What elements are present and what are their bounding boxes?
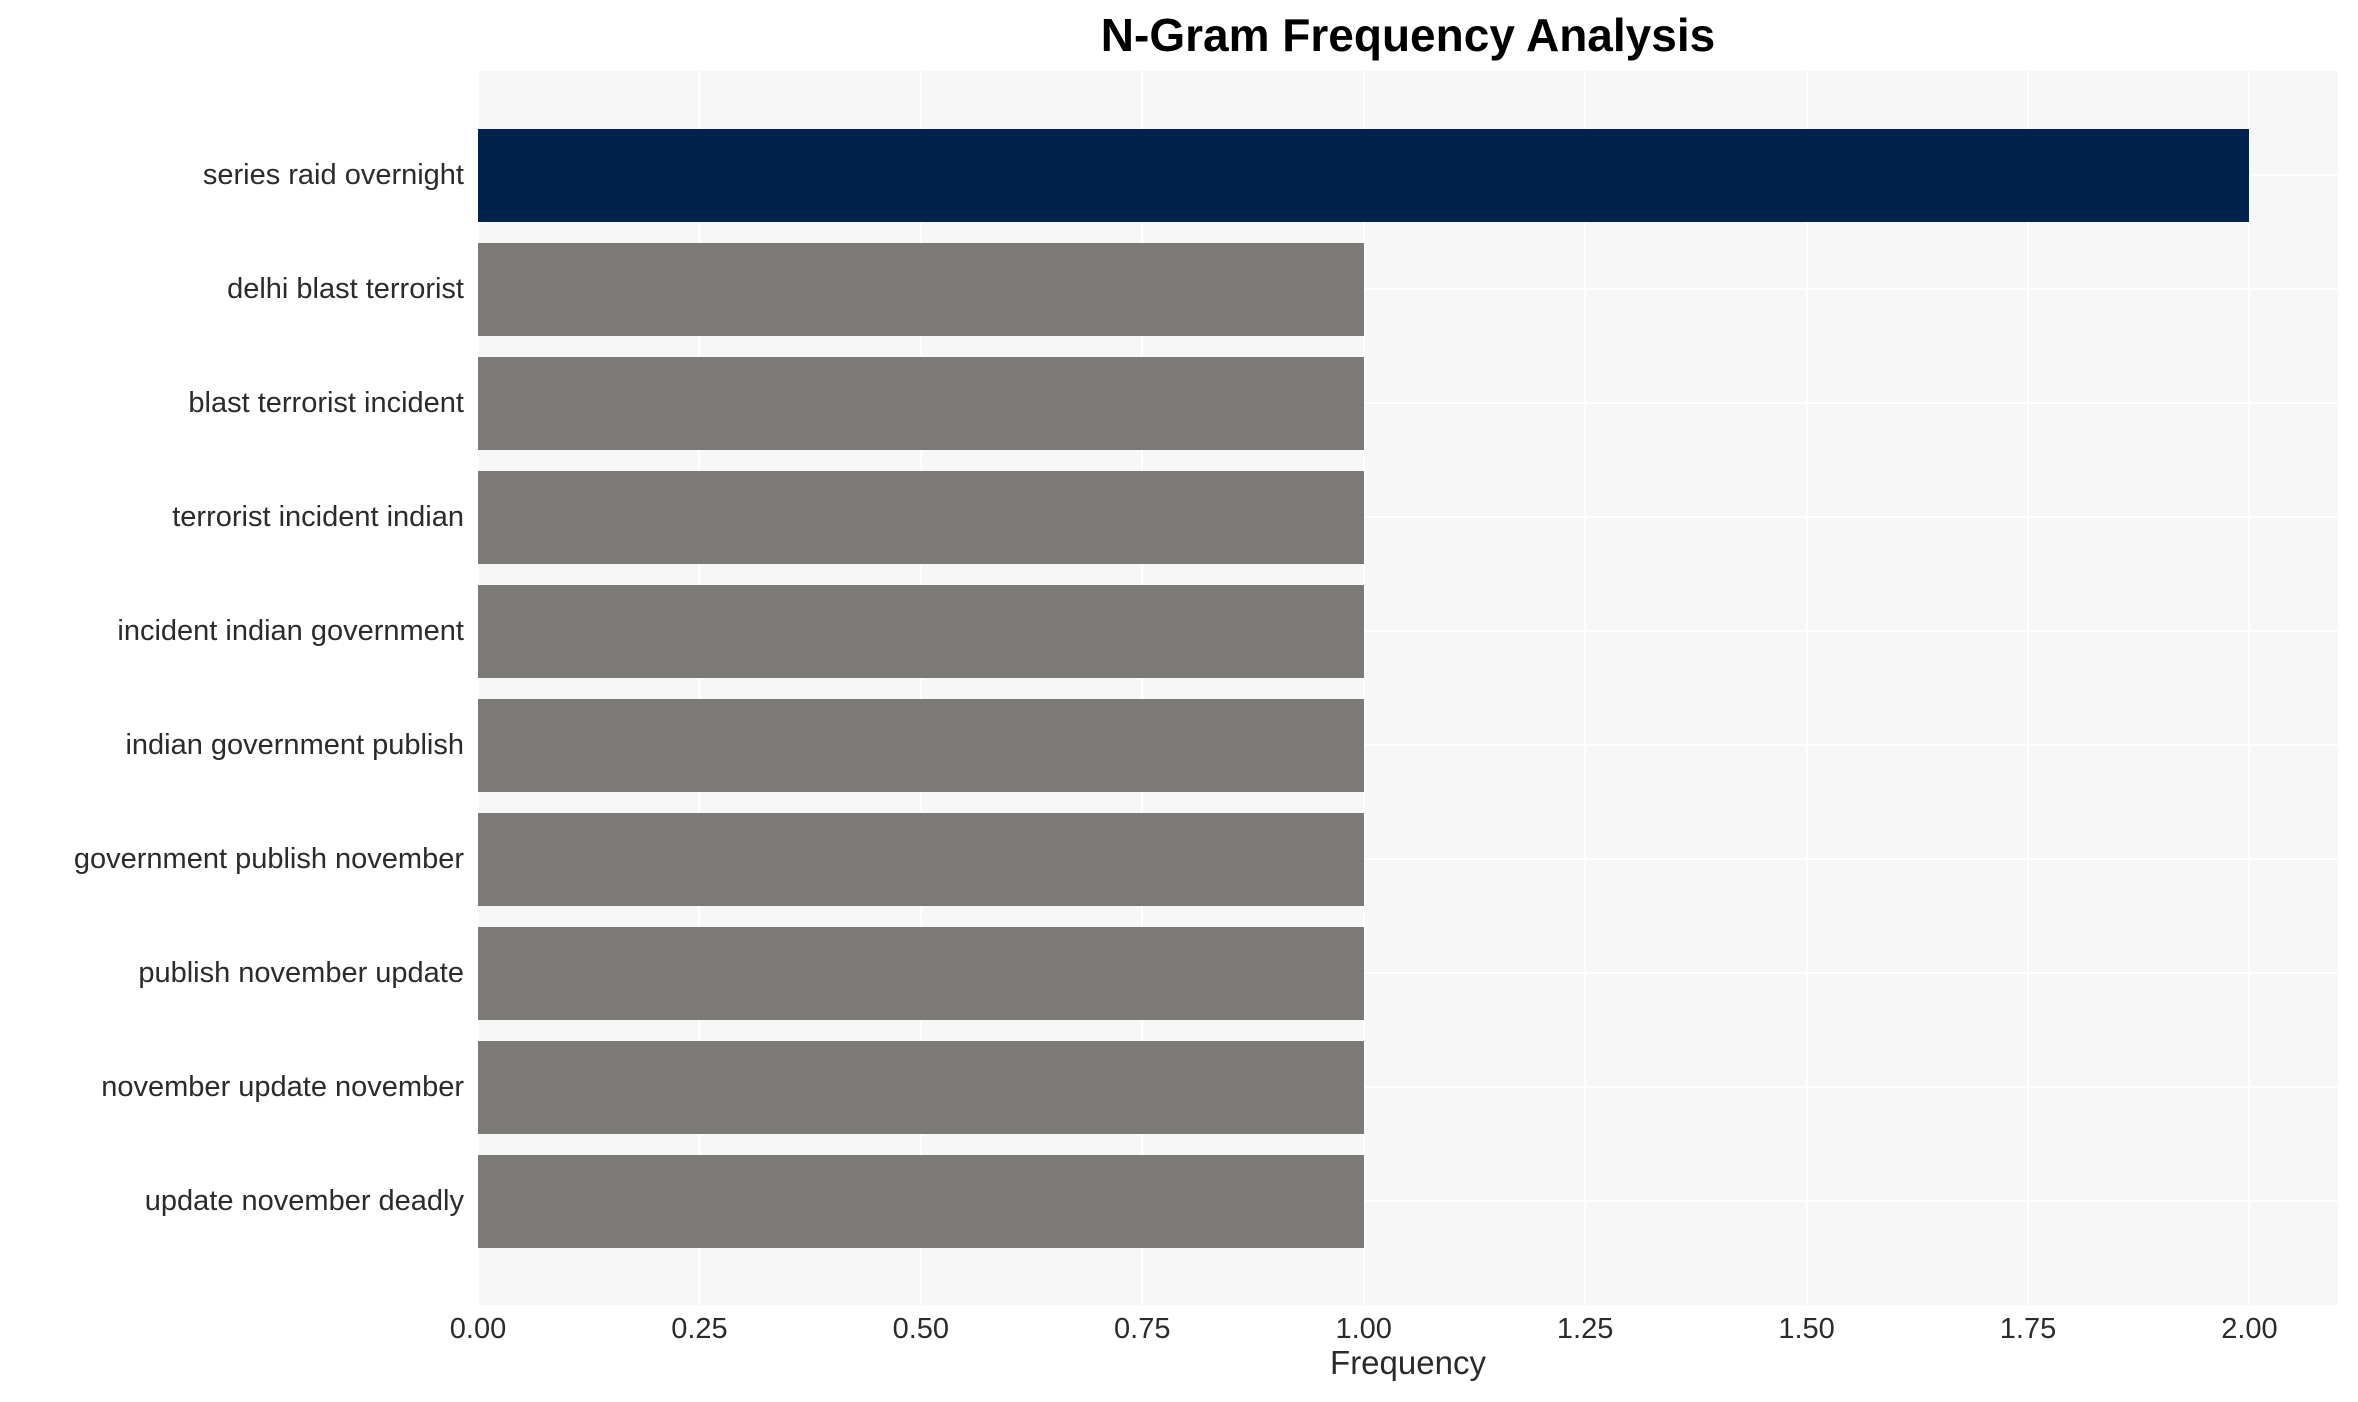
y-tick-label: government publish november xyxy=(73,843,464,875)
x-tick-label: 1.00 xyxy=(1335,1313,1392,1345)
gridline-horizontal xyxy=(478,630,2338,632)
gridline-horizontal xyxy=(478,972,2338,974)
x-tick-label: 2.00 xyxy=(2221,1313,2278,1345)
bar xyxy=(478,242,1364,336)
gridline-vertical xyxy=(919,71,922,1305)
gridline-vertical xyxy=(1141,71,1144,1305)
y-tick-label: indian government publish xyxy=(125,729,464,761)
y-tick-label: november update november xyxy=(101,1071,464,1103)
y-tick-label: update november deadly xyxy=(144,1185,464,1217)
gridline-horizontal xyxy=(478,516,2338,518)
x-tick-label: 1.25 xyxy=(1556,1313,1614,1345)
gridline-vertical xyxy=(477,71,479,1305)
y-tick-label: terrorist incident indian xyxy=(172,501,464,533)
x-tick-label: 1.50 xyxy=(1778,1313,1835,1345)
bar xyxy=(478,128,2250,222)
gridline-vertical xyxy=(698,71,701,1305)
y-tick-label: series raid overnight xyxy=(202,159,464,191)
bar xyxy=(478,812,1364,906)
x-axis-title: Frequency xyxy=(1330,1344,1486,1381)
bar xyxy=(478,926,1364,1020)
y-tick-label: publish november update xyxy=(138,957,464,989)
gridline-vertical xyxy=(2248,71,2251,1305)
gridline-vertical xyxy=(1805,71,1808,1305)
x-tick-label: 0.75 xyxy=(1114,1313,1171,1345)
gridline-horizontal xyxy=(478,744,2338,746)
bar xyxy=(478,584,1364,678)
x-tick-label: 0.25 xyxy=(671,1313,728,1345)
bar xyxy=(478,1040,1364,1134)
gridline-vertical xyxy=(2027,71,2029,1305)
y-tick-label: blast terrorist incident xyxy=(188,387,464,419)
gridline-horizontal xyxy=(478,1086,2338,1088)
gridline-vertical xyxy=(1584,71,1587,1305)
x-tick-label: 0.00 xyxy=(449,1313,507,1345)
gridline-horizontal xyxy=(478,1200,2338,1202)
y-tick-label: incident indian government xyxy=(117,615,464,647)
bar xyxy=(478,356,1364,450)
gridline-horizontal xyxy=(478,402,2338,404)
plot-area xyxy=(477,71,2338,1305)
chart-title: N-Gram Frequency Analysis xyxy=(1100,9,1716,61)
gridline-vertical xyxy=(1362,71,1365,1305)
bar xyxy=(478,698,1364,792)
gridline-horizontal xyxy=(478,858,2338,860)
y-tick-label: delhi blast terrorist xyxy=(227,273,464,305)
x-tick-label: 0.50 xyxy=(892,1313,950,1345)
bar xyxy=(478,470,1364,564)
bar xyxy=(478,1154,1364,1248)
x-tick-label: 1.75 xyxy=(1999,1313,2057,1345)
gridline-horizontal xyxy=(478,288,2338,290)
